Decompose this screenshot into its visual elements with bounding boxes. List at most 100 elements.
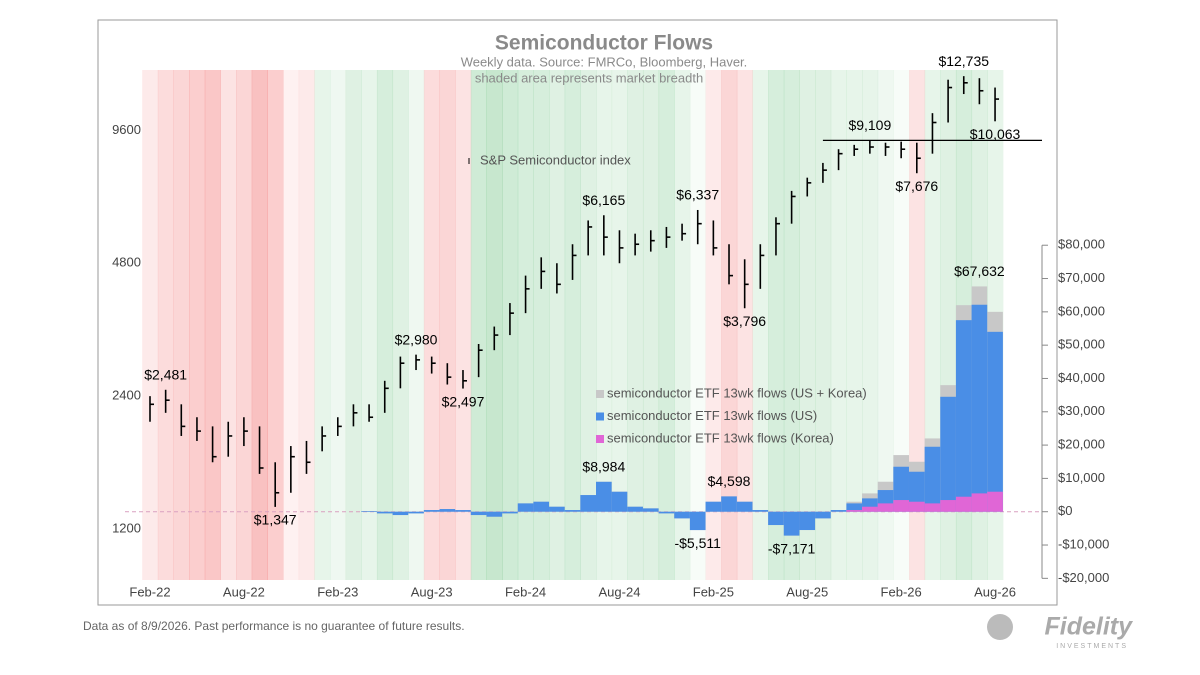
flow-bar <box>658 511 675 514</box>
data-label: -$5,511 <box>674 535 721 551</box>
data-label: $2,980 <box>395 331 438 347</box>
breadth-band <box>674 70 691 580</box>
data-label: $1,347 <box>254 512 297 528</box>
flow-bar <box>799 511 816 531</box>
data-label: $67,632 <box>954 263 1005 279</box>
flow-bar <box>846 503 863 512</box>
flow-bar <box>940 500 956 512</box>
breadth-band <box>314 70 331 580</box>
chart-title: Semiconductor Flows <box>495 32 713 55</box>
data-label: $9,109 <box>848 117 891 133</box>
x-tick-label: Feb-22 <box>129 584 170 599</box>
flow-bar <box>924 503 941 512</box>
flow-bar <box>423 510 440 512</box>
flow-bar <box>705 501 722 512</box>
data-label: $4,598 <box>708 473 751 489</box>
flow-bar <box>392 511 409 516</box>
legend-label: semiconductor ETF 13wk flows (US + Korea… <box>607 385 867 400</box>
x-tick-label: Feb-25 <box>693 584 734 599</box>
y2-tick-label: $60,000 <box>1058 303 1105 318</box>
flow-bar <box>955 320 972 512</box>
breadth-band <box>376 70 394 580</box>
flow-bar <box>611 491 628 512</box>
flow-bar <box>924 446 941 512</box>
flow-bar <box>517 503 534 512</box>
breadth-band <box>627 70 644 580</box>
breadth-band <box>408 70 425 580</box>
flow-bar <box>689 511 706 531</box>
y-tick-label: 9600 <box>112 122 141 137</box>
breadth-band <box>549 70 566 580</box>
x-tick-label: Aug-23 <box>411 584 453 599</box>
legend-swatch <box>596 390 604 398</box>
breadth-band <box>423 70 441 580</box>
flow-bar <box>455 510 471 512</box>
y2-tick-label: -$10,000 <box>1058 536 1109 551</box>
breadth-band <box>220 70 237 580</box>
logo: Fidelity <box>1044 613 1133 641</box>
flow-bar <box>642 508 659 512</box>
breadth-band <box>439 70 456 580</box>
data-label: $3,796 <box>723 313 766 329</box>
y2-tick-label: $10,000 <box>1058 470 1105 485</box>
breadth-band <box>157 70 174 580</box>
breadth-band <box>189 70 206 580</box>
x-tick-label: Aug-24 <box>599 584 641 599</box>
legend-swatch <box>596 412 604 421</box>
legend-swatch <box>596 435 604 443</box>
chart-subtitle: shaded area represents market breadth <box>475 70 703 85</box>
legend-label: semiconductor ETF 13wk flows (Korea) <box>607 430 834 445</box>
breadth-band <box>830 70 847 580</box>
data-label: $7,676 <box>895 178 938 194</box>
flow-bar <box>580 495 596 512</box>
y2-tick-label: $40,000 <box>1058 370 1105 385</box>
breadth-shading <box>142 70 1004 580</box>
logo-icon <box>987 614 1013 640</box>
y-tick-label: 4800 <box>112 255 141 270</box>
breadth-band <box>846 70 863 580</box>
breadth-band <box>642 70 660 580</box>
breadth-band <box>799 70 816 580</box>
flow-bar <box>862 506 878 512</box>
breadth-band <box>455 70 472 580</box>
breadth-band <box>611 70 628 580</box>
breadth-band <box>736 70 753 580</box>
flow-bar <box>987 331 1003 512</box>
flow-bar <box>783 511 800 536</box>
legend-label: semiconductor ETF 13wk flows (US) <box>607 408 817 423</box>
flow-bar <box>408 511 424 514</box>
data-label: $2,481 <box>144 366 187 382</box>
breadth-band <box>564 70 581 580</box>
breadth-band <box>236 70 253 580</box>
breadth-band <box>596 70 613 580</box>
flow-bar <box>502 511 518 514</box>
data-label: $2,497 <box>442 393 485 409</box>
flow-bar <box>768 511 784 526</box>
flow-bar <box>908 501 925 512</box>
x-tick-label: Aug-25 <box>786 584 828 599</box>
flow-bar <box>674 511 690 519</box>
flow-bar <box>721 496 737 512</box>
breadth-band <box>361 70 378 580</box>
data-label: $12,735 <box>938 53 989 69</box>
flow-bar <box>470 511 487 516</box>
flow-bar <box>376 511 393 514</box>
breadth-band <box>251 70 268 580</box>
y2-tick-label: $0 <box>1058 503 1072 518</box>
breadth-band <box>173 70 190 580</box>
legend-label: S&P Semiconductor index <box>480 152 631 167</box>
breadth-band <box>658 70 675 580</box>
breadth-band <box>533 70 550 580</box>
flow-bar <box>955 496 972 512</box>
flow-bar <box>877 503 894 512</box>
y2-tick-label: $20,000 <box>1058 437 1105 452</box>
breadth-band <box>142 70 159 580</box>
footnote: Data as of 8/9/2026. Past performance is… <box>83 619 465 633</box>
flow-bar <box>486 511 503 517</box>
flow-bar <box>361 511 377 512</box>
flow-bar <box>971 493 988 512</box>
flow-bar <box>971 304 988 512</box>
flow-bar <box>846 510 863 512</box>
flow-bar <box>596 481 612 512</box>
